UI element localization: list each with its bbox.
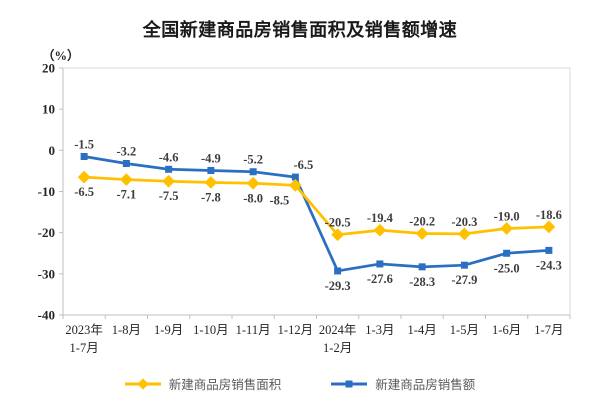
- plot-border: [62, 67, 571, 316]
- square-marker: [545, 246, 553, 254]
- x-category-label: 2023年: [65, 323, 103, 337]
- x-category-label: 1-9月: [154, 323, 183, 337]
- data-label: -7.8: [201, 190, 221, 204]
- x-category-label: 1-10月: [193, 323, 228, 337]
- square-marker: [207, 167, 215, 175]
- data-label: -8.0: [243, 191, 263, 205]
- legend-swatch-square: [331, 380, 368, 387]
- x-category-label: 1-3月: [365, 323, 394, 337]
- data-label: -18.6: [536, 208, 562, 222]
- diamond-marker: [77, 170, 91, 184]
- data-label: -27.9: [451, 273, 477, 287]
- diamond-marker: [204, 176, 218, 189]
- square-marker: [334, 267, 342, 275]
- data-label: -4.9: [201, 152, 221, 166]
- square-marker: [80, 153, 88, 161]
- data-label: -7.1: [116, 188, 136, 202]
- data-label: -4.6: [159, 150, 179, 164]
- square-marker: [460, 261, 468, 269]
- data-label: -20.2: [409, 214, 435, 228]
- data-label: -19.0: [494, 210, 520, 224]
- legend-swatch-diamond: [124, 377, 161, 390]
- data-label: -28.3: [409, 275, 435, 289]
- diamond-marker: [162, 174, 175, 188]
- chart-title: 全国新建商品房销售面积及销售额增速: [142, 20, 458, 40]
- legend-item-1: 新建商品房销售额: [331, 374, 475, 393]
- data-label: -27.6: [367, 272, 393, 286]
- data-label: -6.5: [293, 158, 313, 172]
- y-tick-label: 20: [42, 61, 55, 76]
- data-label: -1.5: [74, 138, 94, 152]
- diamond-marker: [373, 223, 387, 237]
- data-label: -8.5: [269, 193, 289, 207]
- diamond-marker: [542, 220, 556, 234]
- square-marker: [418, 263, 426, 271]
- legend-diamond-marker: [137, 377, 149, 390]
- diamond-marker: [246, 176, 260, 190]
- legend-label: 新建商品房销售面积: [168, 378, 282, 392]
- y-tick-label: 0: [49, 143, 56, 158]
- data-label: -3.2: [116, 145, 136, 159]
- y-tick-label: -30: [38, 266, 55, 281]
- x-category-label: 1-7月: [70, 341, 99, 355]
- square-marker: [249, 168, 257, 176]
- data-label: -20.5: [325, 216, 351, 230]
- data-label: -20.3: [451, 215, 477, 229]
- square-marker: [291, 173, 299, 181]
- data-label: -25.0: [494, 261, 520, 275]
- x-category-label: 1-6月: [492, 323, 521, 337]
- x-category-label: 2024年: [319, 323, 357, 337]
- diamond-marker: [500, 222, 513, 235]
- x-category-label: 1-7月: [534, 323, 563, 337]
- x-category-label: 1-11月: [236, 323, 271, 337]
- data-label: -6.5: [74, 185, 94, 199]
- diamond-marker: [289, 178, 302, 192]
- square-marker: [122, 160, 130, 168]
- legend-square-marker: [345, 380, 353, 387]
- series-line-0: [84, 175, 549, 237]
- data-label: -29.3: [325, 279, 351, 293]
- x-category-label: 1-4月: [408, 323, 437, 337]
- data-label: -5.2: [243, 153, 263, 167]
- y-tick-label: -40: [38, 308, 55, 323]
- square-marker: [503, 249, 511, 257]
- data-label: -24.3: [536, 258, 562, 272]
- data-label: -19.4: [367, 211, 394, 225]
- x-category-label: 1-2月: [323, 341, 352, 355]
- diamond-marker: [458, 227, 471, 241]
- diamond-marker: [331, 228, 344, 242]
- data-label: -7.5: [159, 189, 179, 203]
- legend-item-0: 新建商品房销售面积: [124, 374, 282, 393]
- y-tick-label: 10: [42, 102, 55, 117]
- plot-area: 20 10 0 -10 -20 -30 -40 2023年 1-7月 1-8月 1-9月 1-10月 1…: [38, 61, 571, 355]
- diamond-marker: [120, 173, 133, 186]
- y-tick-label: -10: [38, 184, 55, 199]
- legend: 新建商品房销售面积 新建商品房销售额: [0, 374, 600, 393]
- x-category-label: 1-5月: [450, 323, 479, 337]
- x-category-label: 1-8月: [112, 323, 141, 337]
- y-tick-label: -20: [38, 225, 55, 240]
- legend-label: 新建商品房销售额: [375, 378, 476, 392]
- square-marker: [165, 165, 173, 173]
- x-category-label: 1-12月: [278, 323, 313, 337]
- diamond-marker: [415, 227, 429, 240]
- y-axis-unit-label: （%）: [42, 49, 80, 63]
- series-line-1: [83, 155, 549, 273]
- square-marker: [376, 260, 384, 268]
